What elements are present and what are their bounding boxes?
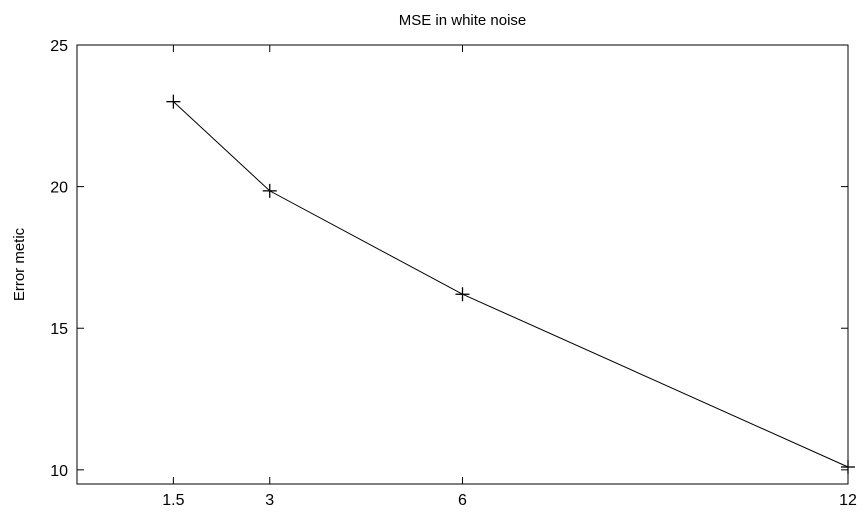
y-tick-label: 25 <box>50 38 68 55</box>
data-point-marker <box>166 94 181 109</box>
data-point-marker <box>262 183 277 198</box>
chart-title: MSE in white noise <box>399 12 527 29</box>
plot-frame <box>76 44 849 485</box>
data-point-marker <box>455 287 470 302</box>
series-line <box>173 101 849 468</box>
x-tick-label: 1.5 <box>162 492 184 509</box>
y-axis-label: Error metic <box>11 227 28 301</box>
x-tick-label: 6 <box>458 492 467 509</box>
y-tick-label: 10 <box>50 463 68 480</box>
x-tick-label: 3 <box>265 492 274 509</box>
plot-background <box>77 45 848 484</box>
data-series <box>166 94 855 475</box>
axis-ticks: 1.5 3 6 12 10 15 20 25 <box>50 38 857 509</box>
x-tick-label: 12 <box>839 492 857 509</box>
y-tick-label: 20 <box>50 180 68 197</box>
y-tick-label: 15 <box>50 321 68 338</box>
